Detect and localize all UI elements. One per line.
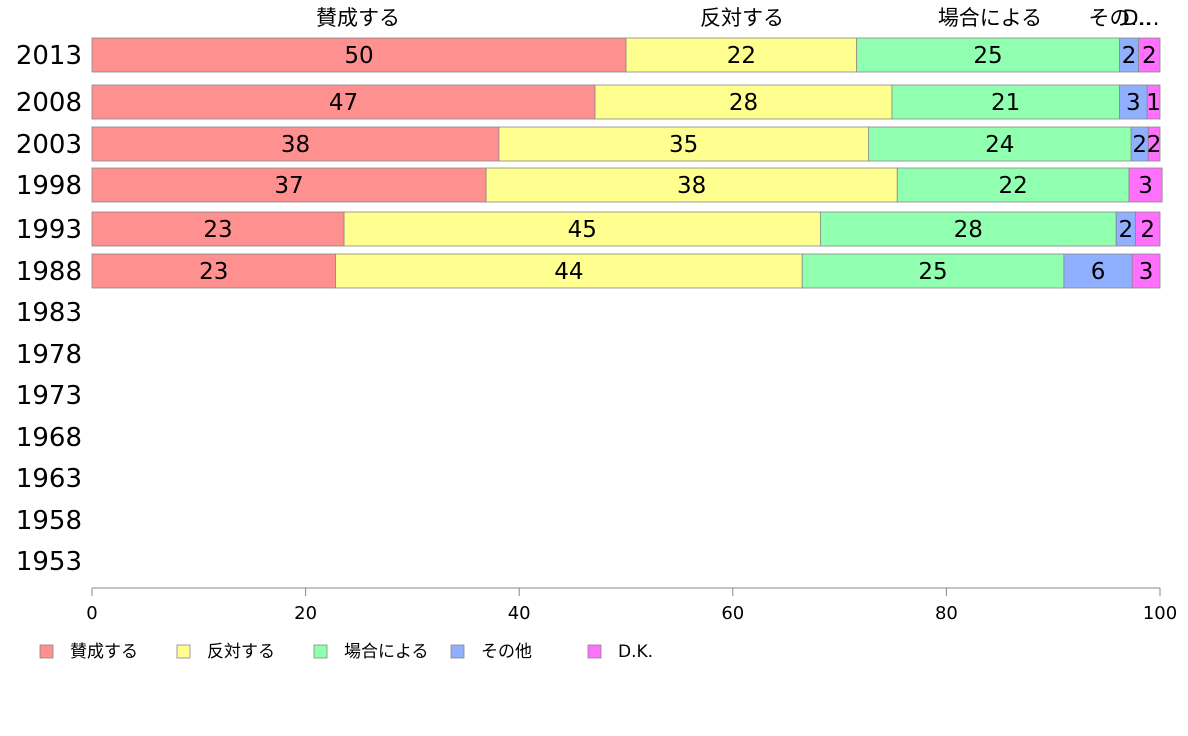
x-tick-label-1: 20 (294, 603, 317, 624)
value-label-2003-3: 2 (1132, 132, 1147, 158)
x-tick-label-2: 40 (508, 603, 531, 624)
value-label-1993-4: 2 (1140, 217, 1155, 243)
value-label-2008-2: 21 (991, 90, 1020, 116)
legend-label-0: 賛成する (70, 642, 138, 662)
column-headers: 賛成する 反対する 場合による その…D… (316, 6, 1160, 30)
legend-label-3: その他 (481, 642, 532, 662)
year-label-1973: 1973 (16, 381, 82, 411)
year-label-1963: 1963 (16, 464, 82, 494)
legend-swatch-1 (176, 644, 191, 659)
value-label-2003-0: 38 (281, 132, 310, 158)
bar-1988-4 (1131, 253, 1161, 289)
value-label-2013-2: 25 (973, 43, 1002, 69)
value-label-1993-0: 23 (203, 217, 232, 243)
legend-label-2: 場合による (344, 642, 429, 662)
value-label-1993-2: 28 (954, 217, 983, 243)
x-tick-label-5: 100 (1143, 603, 1177, 624)
bar-1988-3 (1063, 253, 1133, 289)
legend: 賛成する 反対する 場合による その他 D.K. (39, 642, 653, 662)
year-label-1993: 1993 (16, 215, 82, 245)
value-label-1988-4: 3 (1139, 259, 1154, 285)
bar-2003-4 (1147, 126, 1161, 162)
bar-1998-2 (896, 167, 1130, 203)
bar-2013-1 (625, 37, 858, 73)
value-label-2008-1: 28 (729, 90, 758, 116)
legend-swatch-0 (39, 644, 54, 659)
bar-1993-2 (819, 211, 1117, 247)
bar-1988-2 (801, 253, 1065, 289)
column-header-0: 賛成する (316, 6, 400, 30)
value-label-1998-4: 3 (1138, 173, 1153, 199)
value-label-2008-4: 1 (1146, 90, 1161, 116)
value-label-2008-0: 47 (329, 90, 358, 116)
bar-2013-4 (1138, 37, 1161, 73)
legend-label-1: 反対する (207, 642, 275, 662)
bar-1998-0 (91, 167, 487, 203)
year-label-1978: 1978 (16, 340, 82, 370)
value-label-1998-2: 22 (999, 173, 1028, 199)
value-label-2013-4: 2 (1142, 43, 1157, 69)
column-header-3: その… (1089, 6, 1152, 30)
value-label-2008-3: 3 (1126, 90, 1141, 116)
bar-1998-1 (485, 167, 898, 203)
x-tick-label-0: 0 (86, 603, 97, 624)
legend-swatch-4 (587, 644, 602, 659)
x-tick-label-4: 80 (935, 603, 958, 624)
bar-1998-4 (1128, 167, 1163, 203)
bars: 50 22 25 2 247 28 21 3 138 35 24 2 237 38 22 323 45 28 2 22… (91, 37, 1163, 289)
legend-label-4: D.K. (618, 642, 653, 662)
year-label-2008: 2008 (16, 88, 82, 118)
value-label-2003-2: 24 (985, 132, 1014, 158)
value-label-2013-0: 50 (344, 43, 373, 69)
year-label-1988: 1988 (16, 257, 82, 287)
value-label-2003-1: 35 (669, 132, 698, 158)
bar-1988-1 (335, 253, 803, 289)
column-header-1: 反対する (700, 6, 784, 30)
value-label-1988-3: 6 (1091, 259, 1106, 285)
bar-2013-0 (91, 37, 627, 73)
value-label-1988-2: 25 (918, 259, 947, 285)
bar-2008-3 (1119, 84, 1148, 120)
value-label-2013-1: 22 (727, 43, 756, 69)
column-header-2: 場合による (938, 6, 1042, 30)
bar-1988-0 (91, 253, 336, 289)
bar-1993-4 (1135, 211, 1161, 247)
year-label-2013: 2013 (16, 41, 82, 71)
legend-swatch-3 (450, 644, 465, 659)
bar-1993-1 (343, 211, 821, 247)
year-label-1998: 1998 (16, 171, 82, 201)
value-label-1993-3: 2 (1119, 217, 1134, 243)
year-label-1983: 1983 (16, 298, 82, 328)
year-label-2003: 2003 (16, 130, 82, 160)
legend-swatch-2 (313, 644, 328, 659)
year-labels: 2013 2008 2003 1998 1993 1988 1983 1978 1973 1968… (16, 41, 82, 577)
year-label-1968: 1968 (16, 423, 82, 453)
value-label-1993-1: 45 (568, 217, 597, 243)
value-label-2013-3: 2 (1122, 43, 1137, 69)
year-label-1953: 1953 (16, 547, 82, 577)
x-axis: 0 20 40 60 80 100 (86, 587, 1177, 624)
bar-2003-1 (498, 126, 869, 162)
bar-2008-0 (91, 84, 596, 120)
bar-2003-2 (868, 126, 1132, 162)
bar-1993-0 (91, 211, 345, 247)
column-header-4: D… (1122, 6, 1159, 30)
value-label-1988-1: 44 (554, 259, 583, 285)
value-label-1988-0: 23 (199, 259, 228, 285)
bar-2013-2 (856, 37, 1120, 73)
x-tick-label-3: 60 (721, 603, 744, 624)
bar-2008-2 (891, 84, 1120, 120)
value-label-2003-4: 2 (1147, 132, 1162, 158)
value-label-1998-0: 37 (274, 173, 303, 199)
year-label-1958: 1958 (16, 506, 82, 536)
value-label-1998-1: 38 (677, 173, 706, 199)
bar-2008-4 (1146, 84, 1161, 120)
bar-2008-1 (594, 84, 893, 120)
